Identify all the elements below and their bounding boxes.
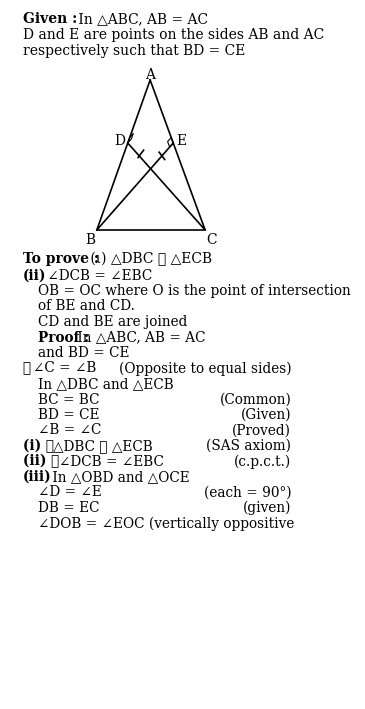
Text: In △OBD and △OCE: In △OBD and △OCE bbox=[49, 470, 190, 484]
Text: E: E bbox=[176, 134, 187, 148]
Text: Proof :: Proof : bbox=[38, 330, 89, 345]
Text: BC = BC: BC = BC bbox=[38, 393, 99, 406]
Text: DB = EC: DB = EC bbox=[38, 501, 99, 515]
Text: and BD = CE: and BD = CE bbox=[38, 346, 129, 360]
Text: B: B bbox=[85, 233, 95, 247]
Text: In △ABC, AB = AC: In △ABC, AB = AC bbox=[74, 12, 208, 26]
Text: (ι) △DBC ≅ △ECB: (ι) △DBC ≅ △ECB bbox=[86, 252, 212, 266]
Text: of BE and CD.: of BE and CD. bbox=[38, 299, 135, 313]
Text: ∠DCB = ∠EBC: ∠DCB = ∠EBC bbox=[43, 269, 153, 282]
Text: ∠DCB = ∠EBC: ∠DCB = ∠EBC bbox=[58, 454, 164, 469]
Text: To prove :: To prove : bbox=[23, 252, 99, 266]
Text: ∠B = ∠C: ∠B = ∠C bbox=[38, 423, 101, 437]
Text: (iii): (iii) bbox=[23, 470, 51, 484]
Text: (Opposite to equal sides): (Opposite to equal sides) bbox=[119, 362, 291, 376]
Text: respectively such that BD = CE: respectively such that BD = CE bbox=[23, 44, 245, 58]
Text: (c.p.c.t.): (c.p.c.t.) bbox=[234, 454, 291, 469]
Text: Given :: Given : bbox=[23, 12, 77, 26]
Text: ∠DOB = ∠EOC (vertically oppositive: ∠DOB = ∠EOC (vertically oppositive bbox=[38, 516, 294, 531]
Text: C: C bbox=[206, 233, 217, 247]
Text: △DBC ≅ △ECB: △DBC ≅ △ECB bbox=[54, 439, 153, 453]
Text: (Common): (Common) bbox=[219, 393, 291, 406]
Text: (i) ∴: (i) ∴ bbox=[23, 439, 59, 453]
Text: OB = OC where O is the point of intersection: OB = OC where O is the point of intersec… bbox=[38, 284, 350, 298]
Text: A: A bbox=[145, 68, 155, 82]
Text: ∠D = ∠E: ∠D = ∠E bbox=[38, 486, 101, 500]
Text: D: D bbox=[114, 134, 125, 148]
Text: (given): (given) bbox=[243, 501, 291, 515]
Text: In △DBC and △ECB: In △DBC and △ECB bbox=[38, 377, 173, 391]
Text: (SAS axiom): (SAS axiom) bbox=[206, 439, 291, 453]
Text: CD and BE are joined: CD and BE are joined bbox=[38, 315, 187, 329]
Text: (ii) ∴: (ii) ∴ bbox=[23, 454, 64, 469]
Text: In △ABC, AB = AC: In △ABC, AB = AC bbox=[73, 330, 206, 345]
Text: ∠C = ∠B: ∠C = ∠B bbox=[33, 362, 96, 376]
Text: D and E are points on the sides AB and AC: D and E are points on the sides AB and A… bbox=[23, 28, 324, 42]
Text: (ii): (ii) bbox=[23, 269, 46, 282]
Text: (each = 90°): (each = 90°) bbox=[204, 486, 291, 500]
Text: (Proved): (Proved) bbox=[232, 423, 291, 437]
Text: (Given): (Given) bbox=[241, 408, 291, 422]
Text: BD = CE: BD = CE bbox=[38, 408, 99, 422]
Text: ∴: ∴ bbox=[23, 362, 36, 376]
